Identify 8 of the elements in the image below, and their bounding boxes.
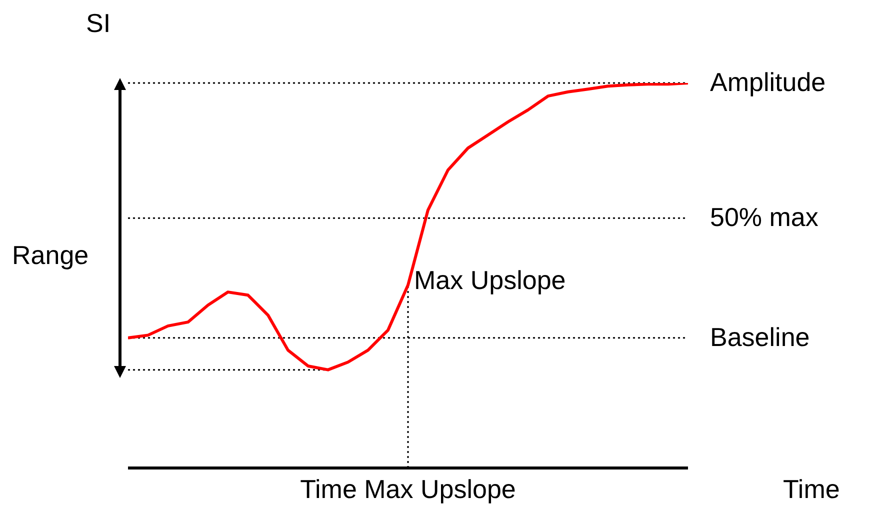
ref-line-label: 50% max: [710, 202, 818, 232]
x-axis-title: Time: [783, 474, 840, 504]
text: Range: [12, 240, 89, 271]
y-axis-title: SI: [86, 8, 111, 39]
annotation: Max Upslope: [414, 265, 566, 296]
ref-line-label: Baseline: [710, 322, 810, 352]
text: Time Max Upslope: [300, 474, 516, 505]
ref-line-label: Amplitude: [710, 67, 826, 97]
